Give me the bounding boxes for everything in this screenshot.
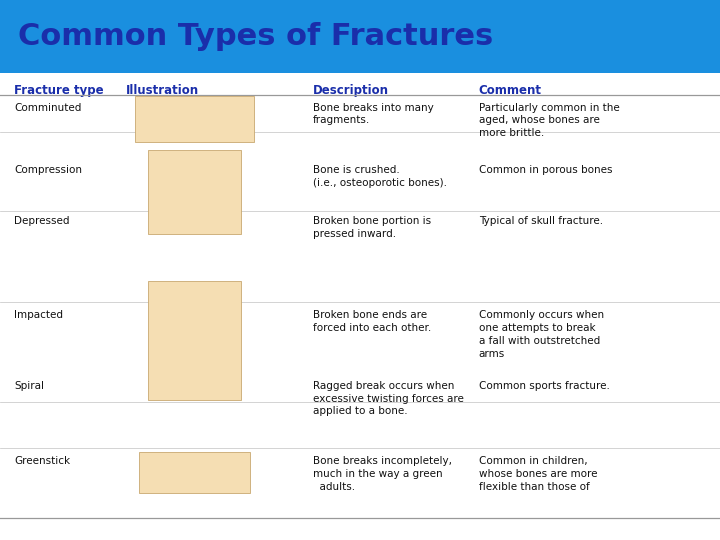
Text: Comment: Comment — [479, 84, 541, 97]
Text: Ragged break occurs when
excessive twisting forces are
applied to a bone.: Ragged break occurs when excessive twist… — [313, 381, 464, 416]
Bar — [138, 453, 251, 492]
Text: Common in porous bones: Common in porous bones — [479, 165, 612, 175]
Text: Common sports fracture.: Common sports fracture. — [479, 381, 610, 391]
Text: Greenstick: Greenstick — [14, 456, 71, 467]
Text: Common in children,
whose bones are more
flexible than those of: Common in children, whose bones are more… — [479, 456, 598, 492]
Text: Bone breaks into many
fragments.: Bone breaks into many fragments. — [313, 103, 434, 125]
Text: Typical of skull fracture.: Typical of skull fracture. — [479, 216, 603, 226]
Text: Particularly common in the
aged, whose bones are
more brittle.: Particularly common in the aged, whose b… — [479, 103, 619, 138]
Bar — [135, 96, 254, 141]
Text: Bone is crushed.
(i.e., osteoporotic bones).: Bone is crushed. (i.e., osteoporotic bon… — [313, 165, 447, 187]
Text: Common Types of Fractures: Common Types of Fractures — [18, 22, 493, 51]
Text: Compression: Compression — [14, 165, 82, 175]
Bar — [148, 281, 241, 400]
Text: Spiral: Spiral — [14, 381, 45, 391]
Text: Depressed: Depressed — [14, 216, 70, 226]
Text: Commonly occurs when
one attempts to break
a fall with outstretched
arms: Commonly occurs when one attempts to bre… — [479, 310, 604, 359]
Text: Description: Description — [313, 84, 390, 97]
Text: Bone breaks incompletely,
much in the way a green
  adults.: Bone breaks incompletely, much in the wa… — [313, 456, 452, 492]
Text: Illustration: Illustration — [126, 84, 199, 97]
Text: Broken bone ends are
forced into each other.: Broken bone ends are forced into each ot… — [313, 310, 431, 333]
Text: Impacted: Impacted — [14, 310, 63, 321]
Text: Comminuted: Comminuted — [14, 103, 82, 113]
Text: Broken bone portion is
pressed inward.: Broken bone portion is pressed inward. — [313, 216, 431, 239]
Text: Fracture type: Fracture type — [14, 84, 104, 97]
Bar — [0, 73, 720, 540]
Bar — [0, 0, 720, 73]
Bar — [148, 150, 241, 233]
